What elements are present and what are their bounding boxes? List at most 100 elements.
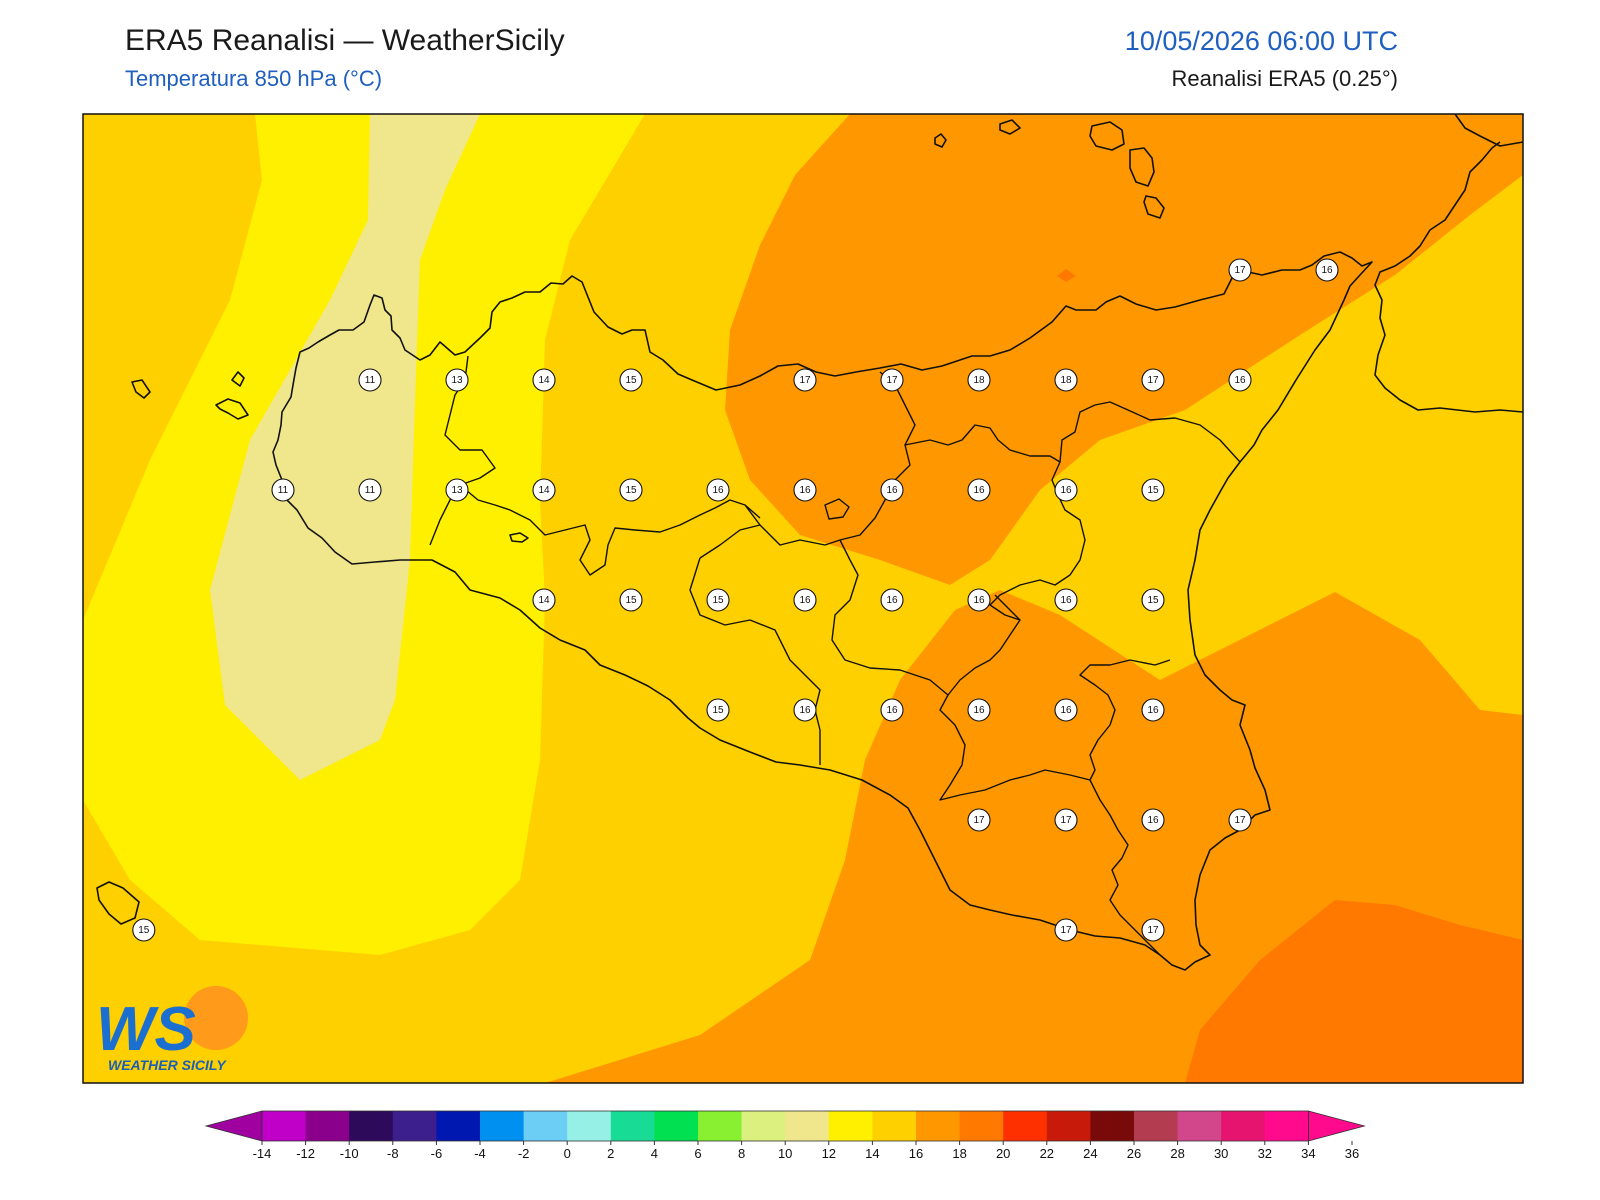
station-circle [1141, 478, 1165, 502]
station-value: 15 [1147, 595, 1159, 606]
colorbar-tick-label: 6 [694, 1146, 701, 1161]
colorbar-swatch [741, 1111, 786, 1141]
station-circle [1054, 478, 1078, 502]
station-circle [132, 918, 156, 942]
station-marker: 16 [706, 478, 730, 502]
colorbar-tick-label: 12 [822, 1146, 836, 1161]
station-circle [793, 368, 817, 392]
map-subtitle: Temperatura 850 hPa (°C) [125, 66, 383, 91]
station-circle [532, 368, 556, 392]
station-value: 16 [886, 705, 898, 716]
colorbar-swatch [916, 1111, 961, 1141]
station-value: 16 [799, 705, 811, 716]
colorbar-over-arrow [1308, 1110, 1366, 1142]
station-circle [967, 698, 991, 722]
station-circle [1141, 368, 1165, 392]
colorbar-swatch [1134, 1111, 1179, 1141]
station-marker: 17 [1054, 808, 1078, 832]
station-marker: 14 [532, 588, 556, 612]
pantelleria-island [96, 881, 140, 925]
border-enna-messina [904, 401, 1241, 463]
colorbar-tick-label: 22 [1040, 1146, 1054, 1161]
station-marker: 17 [793, 368, 817, 392]
salina-island [1089, 121, 1125, 151]
colorbar-tick-label: -4 [474, 1146, 486, 1161]
colorbar-tick-label: -2 [518, 1146, 530, 1161]
station-circle [967, 368, 991, 392]
station-circle [1054, 368, 1078, 392]
station-value: 11 [278, 485, 289, 496]
colorbar-tick-label: 2 [607, 1146, 614, 1161]
levanzo-island [231, 371, 245, 387]
station-value: 15 [625, 375, 637, 386]
colorbar-tick-label: -14 [253, 1146, 272, 1161]
station-marker: 16 [967, 698, 991, 722]
station-circle [445, 478, 469, 502]
station-marker: 16 [1141, 698, 1165, 722]
station-circle [1141, 918, 1165, 942]
station-value: 17 [886, 375, 898, 386]
station-circle [706, 478, 730, 502]
station-marker: 15 [706, 588, 730, 612]
border-palermo-caltanissetta [744, 371, 916, 546]
station-marker: 16 [793, 478, 817, 502]
station-circle [1054, 588, 1078, 612]
station-marker: 15 [619, 588, 643, 612]
colorbar-swatch [654, 1111, 699, 1141]
station-circle [967, 588, 991, 612]
station-circle [793, 698, 817, 722]
station-value: 17 [1234, 265, 1246, 276]
colorbar-tick-label: 28 [1170, 1146, 1184, 1161]
station-value: 17 [1060, 925, 1072, 936]
station-circle [880, 588, 904, 612]
station-circle [271, 478, 295, 502]
station-marker: 16 [1315, 258, 1339, 282]
station-circle [619, 368, 643, 392]
station-circle [706, 588, 730, 612]
band-18-20 [1185, 900, 1523, 1083]
colorbar-swatch [349, 1111, 394, 1141]
station-circle [532, 588, 556, 612]
colorbar-tick-label: 4 [651, 1146, 658, 1161]
station-value: 15 [1147, 485, 1159, 496]
station-value: 17 [1147, 925, 1159, 936]
logo-sun [184, 986, 248, 1050]
station-value: 16 [1321, 265, 1333, 276]
station-circle [967, 808, 991, 832]
station-value: 16 [1060, 705, 1072, 716]
calabria-coastline [1374, 113, 1524, 413]
station-value: 15 [712, 705, 724, 716]
colorbar-tick-label: 26 [1127, 1146, 1141, 1161]
station-marker: 16 [1054, 698, 1078, 722]
station-value: 17 [1147, 375, 1159, 386]
band-16-18 [725, 114, 1523, 585]
station-value: 16 [1060, 595, 1072, 606]
station-circle [706, 698, 730, 722]
colorbar-tick-label: 18 [952, 1146, 966, 1161]
station-circle [880, 478, 904, 502]
logo-text: WEATHER SICILY [108, 1057, 227, 1073]
station-marker: 11 [358, 368, 382, 392]
station-marker: 15 [132, 918, 156, 942]
station-circle [1228, 808, 1252, 832]
station-marker: 17 [1141, 918, 1165, 942]
station-marker: 13 [445, 368, 469, 392]
colorbar-swatch [828, 1111, 873, 1141]
station-value: 15 [625, 595, 637, 606]
colorbar-tick-label: 16 [909, 1146, 923, 1161]
station-circle [358, 368, 382, 392]
station-marker: 18 [967, 368, 991, 392]
station-value: 17 [1234, 815, 1246, 826]
station-marker: 11 [271, 478, 295, 502]
vulcano-island [1143, 195, 1165, 219]
station-value: 16 [886, 485, 898, 496]
station-circle [1228, 258, 1252, 282]
colorbar-swatch [610, 1111, 655, 1141]
station-value: 16 [799, 485, 811, 496]
colorbar-swatch [1177, 1111, 1222, 1141]
station-value: 16 [1234, 375, 1246, 386]
station-value: 15 [625, 485, 637, 496]
sicily-coastline [272, 251, 1373, 971]
colorbar-tick-label: 30 [1214, 1146, 1228, 1161]
station-value: 16 [886, 595, 898, 606]
